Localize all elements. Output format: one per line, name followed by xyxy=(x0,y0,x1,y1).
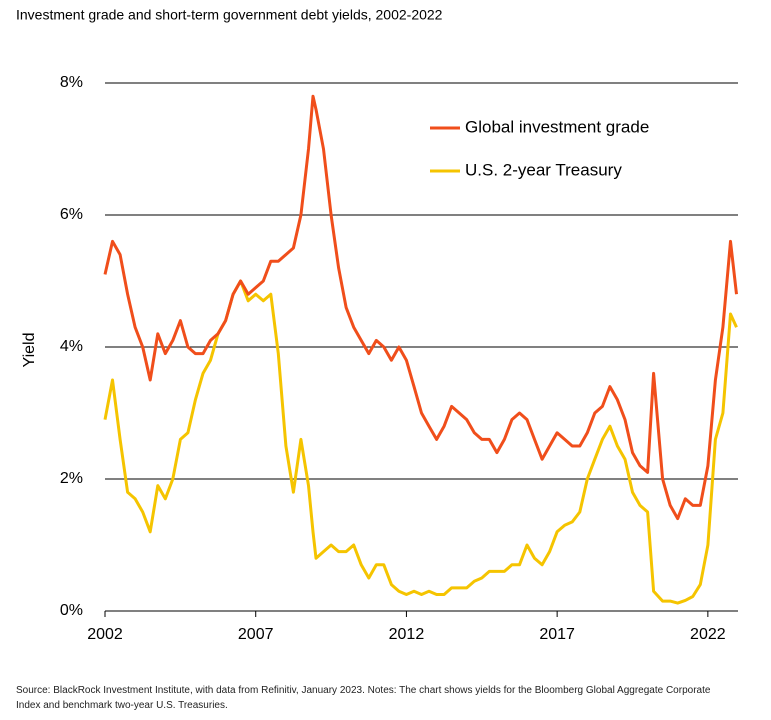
x-tick-label: 2017 xyxy=(539,626,575,643)
legend-label: Global investment grade xyxy=(465,117,649,136)
chart-title: Investment grade and short-term governme… xyxy=(16,7,443,23)
x-tick-label: 2007 xyxy=(238,626,274,643)
x-tick-label: 2002 xyxy=(87,626,123,643)
y-axis-label: Yield xyxy=(21,333,38,368)
x-tick-label: 2022 xyxy=(690,626,726,643)
legend-label: U.S. 2-year Treasury xyxy=(465,160,622,179)
series-line xyxy=(103,279,738,605)
source-note: Source: BlackRock Investment Institute, … xyxy=(16,685,711,711)
y-tick-label: 6% xyxy=(60,206,83,223)
series-line xyxy=(103,94,738,521)
y-tick-label: 2% xyxy=(60,470,83,487)
x-tick-label: 2012 xyxy=(389,626,425,643)
chart: Investment grade and short-term governme… xyxy=(16,7,738,643)
y-tick-label: 0% xyxy=(60,602,83,619)
y-tick-label: 8% xyxy=(60,74,83,91)
y-tick-label: 4% xyxy=(60,338,83,355)
